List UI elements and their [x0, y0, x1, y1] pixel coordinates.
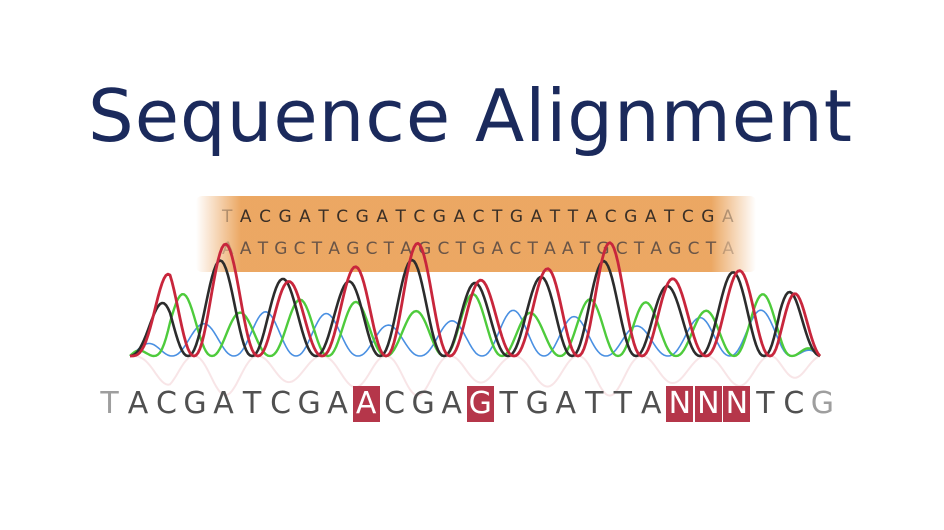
read-base: C — [293, 239, 306, 259]
read-base: C — [259, 207, 271, 227]
read-base: T — [567, 207, 579, 227]
base: C — [384, 386, 406, 421]
read-base: C — [615, 239, 628, 259]
read-base: T — [633, 239, 645, 259]
base: A — [127, 386, 149, 421]
read-base: G — [668, 239, 682, 259]
base: T — [585, 386, 604, 421]
read-base: A — [644, 207, 657, 227]
base: A — [213, 386, 234, 421]
read-base: G — [278, 207, 292, 227]
read-base: G — [355, 207, 369, 227]
base: G — [810, 386, 835, 421]
base: G — [525, 386, 549, 421]
read-base: A — [530, 207, 543, 227]
read-base: C — [336, 207, 349, 227]
read-base: G — [346, 239, 360, 259]
read-base: C — [687, 239, 700, 259]
read-base: A — [239, 207, 252, 227]
read-base: A — [400, 239, 412, 259]
read-base: G — [418, 239, 432, 259]
read-base: T — [318, 207, 329, 227]
alignment-highlight-band — [196, 196, 756, 272]
highlighted-base: G — [466, 386, 494, 422]
read-base: G — [432, 207, 446, 227]
base: T — [756, 386, 775, 421]
read-base: C — [509, 239, 522, 259]
read-base: T — [383, 239, 395, 259]
read-base: A — [328, 239, 340, 259]
highlighted-base: N — [694, 386, 722, 422]
read-base: C — [604, 207, 617, 227]
read-base: T — [705, 239, 717, 259]
base: A — [555, 386, 577, 421]
highlighted-base: N — [666, 386, 694, 422]
highlighted-base: N — [723, 386, 751, 422]
read-base: A — [722, 239, 734, 259]
read-base: A — [491, 239, 504, 259]
read-base: A — [585, 207, 598, 227]
read-base: T — [455, 239, 466, 259]
read-base: C — [437, 239, 450, 259]
read-base: C — [681, 207, 694, 227]
base: G — [411, 386, 435, 421]
read-base: A — [376, 207, 388, 227]
read-base: G — [701, 207, 715, 227]
read-base: A — [239, 239, 252, 259]
base: A — [327, 386, 348, 421]
read-base: T — [579, 239, 591, 259]
base: G — [297, 386, 321, 421]
read-base: T — [549, 207, 561, 227]
base: T — [242, 386, 262, 421]
base: T — [499, 386, 518, 421]
read-base: G — [624, 207, 638, 227]
read-base: G — [472, 239, 486, 259]
base: C — [270, 386, 292, 421]
read-base: T — [311, 239, 323, 259]
read-base: T — [222, 207, 233, 227]
base: G — [183, 386, 207, 421]
read-base: T — [664, 207, 675, 227]
base: T — [100, 386, 119, 421]
read-base: C — [413, 207, 426, 227]
read-base: G — [509, 207, 524, 227]
read-base: T — [257, 239, 269, 259]
base: T — [613, 386, 632, 421]
trace-red — [130, 241, 822, 358]
trace-black — [129, 258, 821, 358]
read-base: T — [395, 207, 406, 227]
read-base: A — [222, 239, 234, 259]
read-base: A — [299, 207, 311, 227]
base: A — [641, 386, 662, 421]
read-base: A — [544, 239, 556, 259]
read-base: C — [472, 207, 485, 227]
read-base: A — [561, 239, 574, 259]
read-base: A — [722, 207, 734, 227]
read-base: A — [650, 239, 663, 259]
read-base: G — [274, 239, 288, 259]
read-base: T — [527, 239, 538, 259]
base: C — [156, 386, 177, 421]
read-base: A — [453, 207, 466, 227]
read-base: T — [492, 207, 503, 227]
base: C — [783, 386, 805, 421]
base: A — [441, 386, 462, 421]
read-base: C — [365, 239, 378, 259]
highlighted-base: A — [352, 386, 380, 422]
page-title: Sequence Alignment — [88, 74, 853, 158]
